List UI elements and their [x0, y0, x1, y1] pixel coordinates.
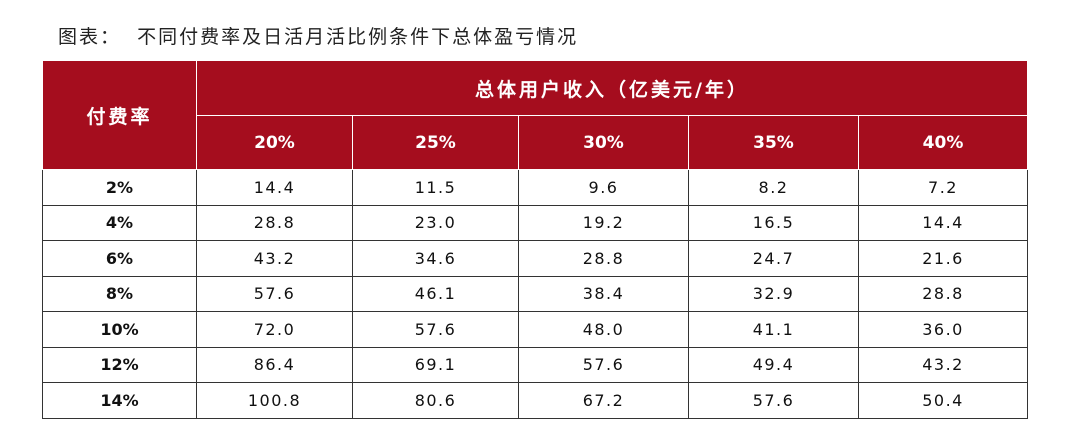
table-row: 10% 72.0 57.6 48.0 41.1 36.0 — [42, 311, 1029, 348]
row-label: 14% — [42, 382, 197, 419]
table-head: 付费率 总体用户收入（亿美元/年） 20% 25% 30% 35% 40% — [42, 60, 1029, 170]
table-row: 14% 100.8 80.6 67.2 57.6 50.4 — [42, 382, 1029, 419]
cell: 57.6 — [688, 382, 859, 419]
column-header: 25% — [352, 115, 519, 170]
cell: 41.1 — [688, 311, 859, 348]
row-label: 10% — [42, 311, 197, 348]
column-header: 40% — [857, 115, 1029, 170]
cell: 43.2 — [857, 346, 1029, 383]
group-header: 总体用户收入（亿美元/年） — [195, 60, 1029, 116]
cell: 69.1 — [352, 346, 519, 383]
cell: 72.0 — [196, 311, 353, 348]
header-row: 20% 25% 30% 35% 40% — [43, 115, 1029, 170]
cell: 32.9 — [688, 275, 859, 312]
header-row: 付费率 总体用户收入（亿美元/年） — [42, 60, 1029, 170]
table-row: 2% 14.4 11.5 9.6 8.2 7.2 — [42, 169, 1029, 206]
cell: 9.6 — [518, 169, 689, 206]
cell: 28.8 — [196, 204, 353, 241]
row-label: 4% — [42, 204, 197, 241]
cell: 36.0 — [857, 311, 1029, 348]
cell: 14.4 — [857, 204, 1029, 241]
table: 付费率 总体用户收入（亿美元/年） 20% 25% 30% 35% 40% 2% 14.4… — [42, 60, 1029, 419]
row-header: 付费率 — [42, 60, 197, 170]
cell: 49.4 — [688, 346, 859, 383]
cell: 46.1 — [352, 275, 519, 312]
cell: 7.2 — [857, 169, 1029, 206]
table-body: 2% 14.4 11.5 9.6 8.2 7.2 4% 28.8 23.0 19.2 16.5 14.… — [42, 169, 1029, 419]
cell: 16.5 — [688, 204, 859, 241]
table-row: 4% 28.8 23.0 19.2 16.5 14.4 — [42, 204, 1029, 241]
row-label: 6% — [42, 240, 197, 277]
column-header: 20% — [196, 115, 353, 170]
cell: 48.0 — [518, 311, 689, 348]
cell: 86.4 — [196, 346, 353, 383]
cell: 57.6 — [518, 346, 689, 383]
cell: 34.6 — [352, 240, 519, 277]
row-label: 2% — [42, 169, 197, 206]
table-row: 8% 57.6 46.1 38.4 32.9 28.8 — [42, 275, 1029, 312]
row-label: 8% — [42, 275, 197, 312]
cell: 19.2 — [518, 204, 689, 241]
cell: 28.8 — [857, 275, 1029, 312]
column-header: 30% — [518, 115, 689, 170]
cell: 57.6 — [196, 275, 353, 312]
cell: 57.6 — [352, 311, 519, 348]
column-header: 35% — [688, 115, 859, 170]
cell: 28.8 — [518, 240, 689, 277]
cell: 38.4 — [518, 275, 689, 312]
cell: 100.8 — [196, 382, 353, 419]
title: 图表： 不同付费率及日活月活比例条件下总体盈亏情况 — [58, 26, 579, 48]
cell: 67.2 — [518, 382, 689, 419]
cell: 23.0 — [352, 204, 519, 241]
row-label: 12% — [42, 346, 197, 383]
cell: 21.6 — [857, 240, 1029, 277]
cell: 43.2 — [196, 240, 353, 277]
cell: 14.4 — [196, 169, 353, 206]
cell: 24.7 — [688, 240, 859, 277]
cell: 50.4 — [857, 382, 1029, 419]
cell: 8.2 — [688, 169, 859, 206]
cell: 80.6 — [352, 382, 519, 419]
cell: 11.5 — [352, 169, 519, 206]
table-row: 6% 43.2 34.6 28.8 24.7 21.6 — [42, 240, 1029, 277]
table-row: 12% 86.4 69.1 57.6 49.4 43.2 — [42, 346, 1029, 383]
